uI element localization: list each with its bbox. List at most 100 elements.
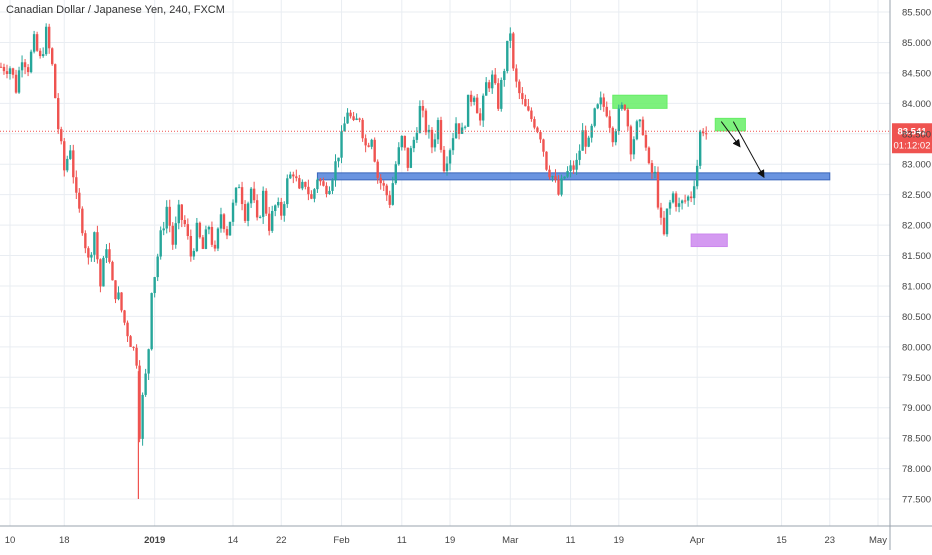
- candle-body: [41, 54, 45, 57]
- candle-body: [560, 178, 563, 195]
- candle-body: [433, 139, 437, 148]
- gridlines: [0, 0, 890, 526]
- candle-body: [689, 196, 693, 199]
- support-band: [316, 172, 831, 181]
- candle-body: [81, 208, 84, 234]
- y-tick-label: 79.000: [902, 403, 931, 414]
- x-tick-label: 19: [614, 535, 625, 546]
- candle-body: [44, 26, 48, 55]
- candle-body: [506, 40, 509, 72]
- candle-body: [430, 129, 434, 148]
- candle-body: [219, 214, 223, 229]
- candle-body: [225, 229, 229, 236]
- candle-body: [5, 71, 9, 74]
- candle-body: [99, 259, 102, 287]
- candle-body: [8, 68, 12, 74]
- candle-body: [382, 183, 385, 186]
- forecast-arrow: [720, 121, 741, 148]
- candle-body: [222, 214, 226, 230]
- candle-body: [147, 349, 150, 374]
- y-tick-label: 83.500: [902, 129, 931, 140]
- forecast-arrow: [732, 121, 765, 179]
- candle-body: [349, 112, 352, 117]
- candle-body: [258, 216, 262, 218]
- candle-body: [75, 177, 78, 193]
- candle-body: [198, 222, 202, 238]
- candle-body: [234, 187, 238, 203]
- candle-body: [668, 202, 672, 209]
- candle-body: [228, 221, 232, 236]
- candle-body: [286, 178, 289, 205]
- candle-body: [614, 131, 617, 143]
- candle-body: [394, 164, 397, 184]
- candle-body: [677, 203, 681, 207]
- candle-body: [385, 185, 388, 196]
- candle-body: [117, 292, 120, 300]
- current-price-label: 83.541: [897, 126, 927, 137]
- x-tick-label: 22: [276, 535, 287, 546]
- candle-body: [409, 148, 413, 168]
- candle-body: [481, 95, 485, 121]
- y-tick-label: 78.500: [902, 434, 931, 445]
- candle-body: [472, 97, 476, 102]
- candle-body: [237, 187, 241, 189]
- candle-body: [536, 127, 539, 133]
- candle-body: [283, 204, 286, 216]
- y-tick-label: 85.500: [902, 8, 931, 19]
- candle-body: [277, 201, 280, 206]
- candle-body: [261, 190, 265, 217]
- candle-body: [96, 232, 99, 260]
- countdown-label: 01:12:02: [894, 140, 931, 151]
- x-tick-label: Feb: [333, 535, 349, 546]
- candle-body: [17, 70, 21, 93]
- candle-body: [11, 68, 15, 75]
- candle-body: [623, 104, 627, 110]
- y-tick-label: 81.500: [902, 251, 931, 262]
- x-tick-label: 11: [566, 535, 576, 546]
- candle-body: [632, 139, 636, 155]
- y-tick-label: 80.500: [902, 312, 931, 323]
- candle-body: [494, 74, 497, 84]
- candle-body: [391, 183, 394, 205]
- candle-body: [255, 200, 259, 218]
- candle-body: [346, 112, 349, 124]
- x-tick-label: 2019: [144, 535, 165, 546]
- candle-body: [243, 204, 247, 221]
- candle-body: [183, 219, 187, 225]
- candle-body: [23, 62, 27, 68]
- candle-body: [307, 186, 310, 195]
- candle-body: [252, 188, 256, 201]
- candle-body: [569, 165, 572, 171]
- candle-body: [406, 147, 410, 168]
- candle-body: [93, 232, 96, 255]
- candle-body: [439, 120, 443, 150]
- candle-body: [638, 119, 642, 122]
- candle-body: [2, 66, 6, 72]
- candle-body: [602, 97, 605, 107]
- candle-body: [635, 121, 639, 140]
- candle-body: [138, 365, 141, 439]
- candle-body: [204, 229, 208, 249]
- candle-body: [500, 79, 503, 109]
- candle-body: [584, 130, 587, 147]
- candle-body: [488, 82, 491, 89]
- candle-body: [674, 193, 678, 207]
- candle-body: [240, 187, 244, 205]
- candle-body: [466, 94, 470, 127]
- candle-body: [521, 93, 524, 100]
- candle-body: [186, 224, 190, 237]
- candle-body: [174, 223, 177, 245]
- candle-body: [120, 292, 123, 311]
- candle-body: [463, 126, 467, 128]
- candle-body: [445, 163, 449, 172]
- candle-body: [108, 249, 111, 262]
- candle-body: [213, 244, 217, 249]
- candle-body: [418, 105, 422, 133]
- candle-body: [530, 110, 533, 120]
- candle-body: [575, 159, 578, 170]
- candle-body: [524, 99, 527, 107]
- current-price-badge: [892, 123, 932, 154]
- candle-body: [539, 132, 542, 140]
